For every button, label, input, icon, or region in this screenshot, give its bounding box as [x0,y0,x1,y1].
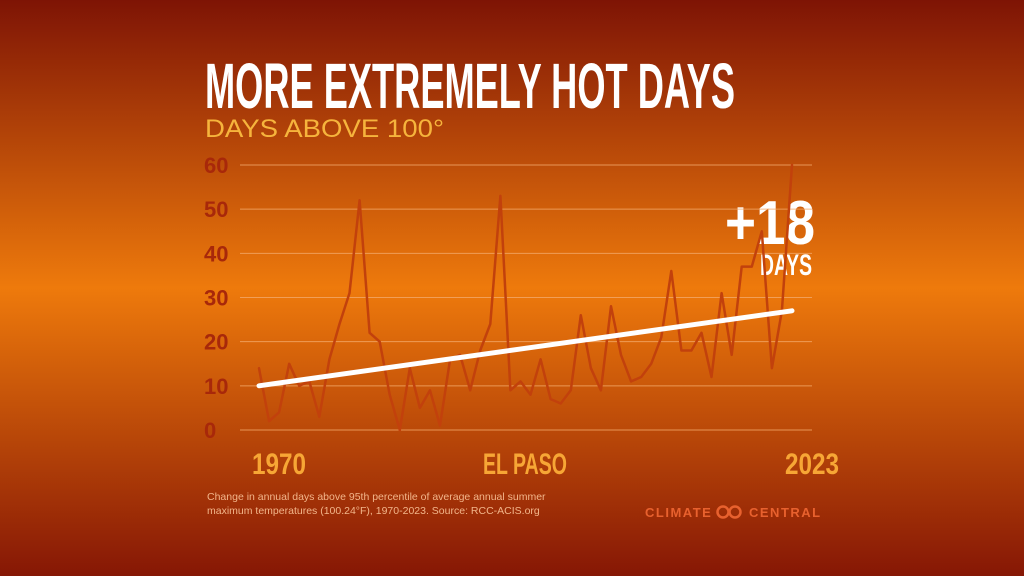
x-tick-label: 1970 [252,448,306,481]
y-tick-label: 0 [204,418,216,443]
y-tick-label: 20 [204,330,228,355]
change-value: +18 [725,189,815,258]
chart-title: MORE EXTREMELY HOT DAYS [205,50,735,122]
footnote-line: maximum temperatures (100.24°F), 1970-20… [207,505,540,517]
y-tick-label: 50 [204,197,228,222]
brand-text: CLIMATE [645,505,712,520]
data-line [257,163,794,432]
y-tick-label: 40 [204,241,228,266]
y-tick-label: 60 [204,153,228,178]
x-tick-label: 2023 [785,448,839,481]
chart-subtitle: DAYS ABOVE 100° [205,115,444,143]
trend-line [256,308,795,389]
location-label: EL PASO [483,448,567,481]
brand-logo [716,505,742,519]
brand-text: CENTRAL [749,505,822,520]
y-tick-label: 10 [204,374,228,399]
y-tick-label: 30 [204,286,228,311]
footnote-line: Change in annual days above 95th percent… [207,491,546,503]
